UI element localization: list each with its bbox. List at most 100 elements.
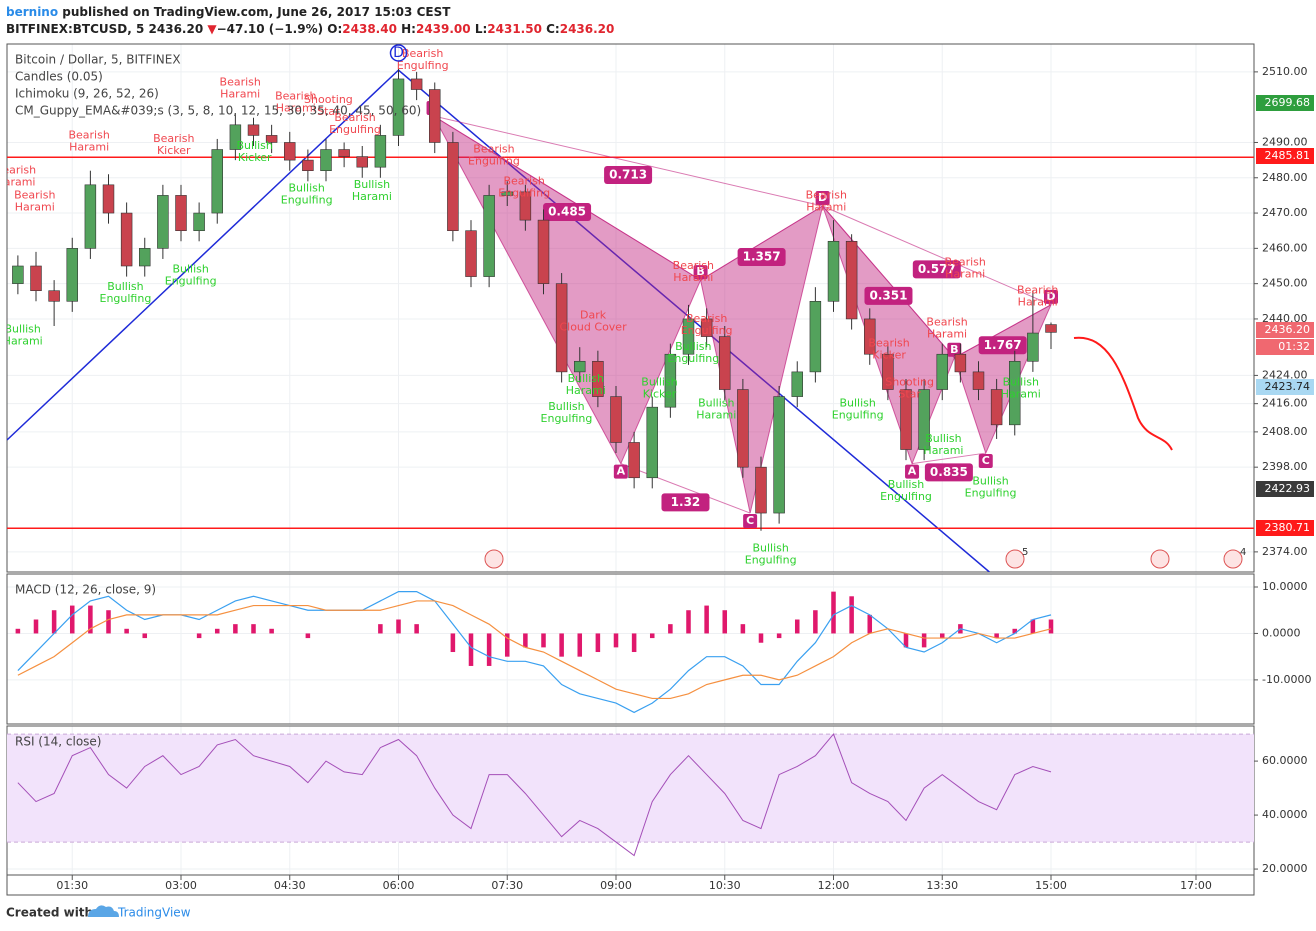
pattern-annotation: Engulfing	[468, 155, 520, 168]
candle-body	[827, 240, 840, 302]
pattern-annotation: Harami	[352, 190, 392, 203]
y-tick-label: 20.0000	[1262, 862, 1308, 875]
close-value: 2436.20	[560, 22, 615, 36]
candle-body	[574, 360, 586, 373]
ratio-label: 1.767	[984, 338, 1022, 352]
pattern-annotation: Engulfing	[329, 123, 381, 136]
low-label: L:	[475, 22, 487, 36]
candle-body	[229, 124, 242, 150]
histogram-bar	[631, 633, 637, 653]
pattern-annotation: Bullish	[354, 178, 390, 191]
pattern-annotation: Bullish	[752, 541, 788, 554]
low-value: 2431.50	[487, 22, 542, 36]
candle-body	[265, 135, 278, 143]
ratio-badge	[604, 166, 653, 184]
pattern-annotation: Bearish	[1017, 284, 1058, 297]
x-tick-label: 17:00	[1180, 879, 1212, 892]
pattern-leg	[700, 205, 823, 281]
y-tick-label: 2470.00	[1262, 206, 1308, 219]
y-tick-label: 10.0000	[1262, 580, 1308, 593]
price-badge	[1256, 520, 1314, 536]
histogram-bar	[305, 633, 311, 639]
price-badge	[1256, 379, 1314, 395]
pattern-annotation: Kicker	[238, 151, 272, 164]
price-badge	[1256, 148, 1314, 164]
candle-body	[465, 230, 477, 277]
pattern-leg	[911, 452, 986, 465]
candle-body	[972, 371, 985, 390]
histogram-bar	[142, 633, 148, 639]
macd-line	[17, 591, 1052, 714]
histogram-bar	[831, 591, 836, 634]
pattern-annotation: Dark	[580, 308, 607, 321]
y-tick-label: 40.0000	[1262, 808, 1308, 821]
y-tick-label: -10.0000	[1262, 673, 1311, 686]
pattern-annotation: Engulfing	[681, 324, 733, 337]
legend-entry: Candles (0.05)	[15, 70, 103, 84]
histogram-bar	[849, 596, 854, 634]
ratio-badge	[737, 248, 786, 267]
ratio-label: 0.577	[918, 262, 956, 276]
pattern-leg	[433, 115, 701, 281]
candle-body	[791, 371, 803, 397]
candle-body	[30, 265, 42, 292]
event-flag[interactable]	[1005, 549, 1025, 569]
candle-body	[845, 240, 858, 320]
histogram-bar	[414, 624, 419, 634]
candle-body	[755, 466, 767, 514]
pattern-leg	[433, 115, 823, 207]
point-badge	[815, 191, 830, 205]
histogram-bar	[523, 633, 528, 648]
x-axis-frame	[6, 874, 1255, 896]
histogram-bar	[214, 628, 220, 634]
pattern-annotation: Bearish	[220, 75, 261, 88]
legend-entry: CM_Guppy_EMA&#039;s (3, 5, 8, 10, 12, 15…	[15, 104, 421, 118]
pattern-annotation: Bullish	[641, 375, 677, 388]
event-flag[interactable]	[1150, 549, 1170, 569]
histogram-bar	[740, 624, 746, 634]
point-label: A	[908, 465, 917, 478]
pattern-annotation: Bullish	[698, 397, 734, 410]
x-tick-label: 01:30	[56, 879, 88, 892]
x-tick-label: 03:00	[165, 879, 197, 892]
event-flag[interactable]	[484, 549, 504, 569]
candle-body	[900, 389, 912, 450]
x-tick-label: 12:00	[818, 879, 850, 892]
pattern-annotation: Bearish	[275, 90, 316, 103]
price-badge-label: 2422.93	[1265, 482, 1311, 495]
forecast-curve	[1073, 336, 1173, 451]
histogram-bar	[813, 610, 818, 634]
pattern-annotation: Bearish	[0, 164, 36, 177]
candle-body	[936, 353, 948, 390]
pattern-annotation: Engulfing	[100, 292, 152, 305]
author[interactable]: bernino	[6, 5, 58, 19]
event-flag[interactable]	[1223, 549, 1243, 569]
pattern-annotation: Shooting	[304, 93, 353, 106]
footer-brand[interactable]: TradingView	[117, 906, 191, 920]
pattern-annotation: Harami	[220, 87, 260, 100]
quote-line: BITFINEX:BTCUSD, 5 2436.20 ▼−47.10 (−1.9…	[6, 22, 614, 36]
candle-body	[374, 135, 387, 168]
histogram-bar	[33, 619, 39, 634]
candle-body	[338, 149, 350, 157]
pattern-annotation: Harami	[15, 200, 55, 213]
point-badge	[905, 464, 920, 479]
change-arrow: ▼	[207, 22, 217, 36]
pattern-annotation: Kicker	[643, 387, 677, 400]
candle-body	[392, 78, 405, 136]
x-tick-label: 15:00	[1035, 879, 1067, 892]
pattern-annotation: Harami	[1001, 387, 1041, 400]
y-tick-label: 2416.00	[1262, 397, 1308, 410]
pattern-annotation: Bearish	[334, 111, 375, 124]
price-badge	[1256, 95, 1314, 111]
y-tick-label: 2440.00	[1262, 312, 1308, 325]
candle-body	[429, 89, 441, 143]
histogram-bar	[613, 633, 619, 648]
pattern-annotation: Bearish	[926, 315, 967, 328]
point-badge	[743, 514, 758, 529]
pattern-annotation: Harami	[806, 200, 846, 213]
price-badge-label: 2380.71	[1265, 521, 1311, 534]
pattern-annotation: Harami	[945, 267, 985, 280]
pattern-annotation: Bullish	[548, 400, 584, 413]
